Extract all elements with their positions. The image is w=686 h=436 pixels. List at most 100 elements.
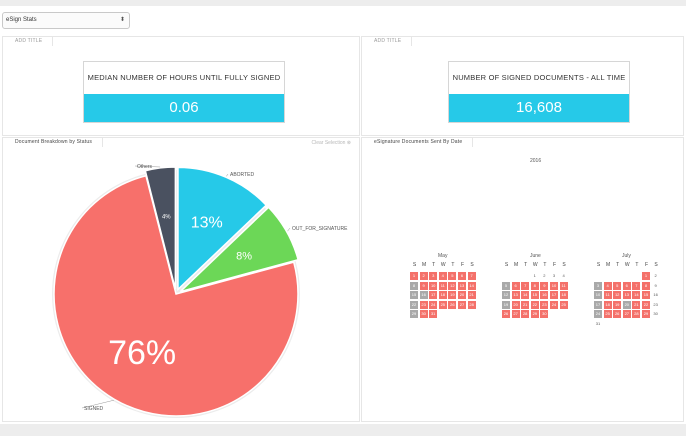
calendar-day[interactable]: 27: [622, 310, 631, 319]
calendar-day[interactable]: 15: [642, 291, 650, 300]
calendar-day[interactable]: 22: [642, 300, 650, 309]
pie-slice-signed[interactable]: [53, 174, 299, 417]
calendar-day[interactable]: 23: [419, 300, 428, 309]
calendar-day[interactable]: 12: [448, 281, 457, 290]
calendar-day[interactable]: 23: [653, 301, 658, 307]
calendar-day[interactable]: 7: [632, 281, 641, 290]
calendar-day[interactable]: 30: [653, 311, 658, 317]
calendar-day[interactable]: 12: [613, 291, 622, 300]
calendar-day[interactable]: 20: [511, 300, 520, 309]
calendar-day[interactable]: 20: [458, 291, 466, 300]
calendar-day[interactable]: 8: [410, 281, 418, 290]
calendar-day[interactable]: 2: [543, 273, 546, 278]
calendar-day[interactable]: 10: [429, 281, 438, 290]
calendar-day[interactable]: 4: [603, 281, 612, 290]
calendar-day[interactable]: 27: [458, 300, 466, 309]
calendar-day[interactable]: 6: [622, 281, 631, 290]
calendar-day[interactable]: 9: [540, 281, 549, 290]
calendar-day[interactable]: 5: [502, 281, 510, 290]
calendar-day[interactable]: 13: [511, 291, 520, 300]
calendar-day[interactable]: 9: [654, 282, 657, 288]
calendar-day[interactable]: 3: [594, 281, 602, 290]
calendar-day[interactable]: 19: [613, 300, 622, 309]
calendar-day[interactable]: 22: [410, 300, 418, 309]
calendar-day[interactable]: 30: [540, 310, 549, 319]
calendar-day[interactable]: 14: [521, 291, 530, 300]
calendar-day[interactable]: 30: [419, 310, 428, 319]
calendar-day[interactable]: 11: [603, 291, 612, 300]
calendar-day[interactable]: 29: [410, 310, 418, 319]
panel-title-left[interactable]: ADD TITLE: [11, 36, 54, 46]
calendar-day[interactable]: 14: [467, 281, 476, 290]
calendar-day[interactable]: 22: [530, 300, 539, 309]
calendar-day[interactable]: 28: [632, 310, 641, 319]
calendar-day[interactable]: 8: [530, 281, 539, 290]
calendar-day[interactable]: 6: [511, 281, 520, 290]
calendar-day[interactable]: 20: [622, 300, 631, 309]
calendar-day[interactable]: 24: [594, 310, 602, 319]
calendar-day[interactable]: 14: [632, 291, 641, 300]
pie-slice-others[interactable]: [144, 166, 177, 290]
calendar-day[interactable]: 15: [530, 291, 539, 300]
panel-title-right[interactable]: ADD TITLE: [370, 36, 413, 46]
calendar-day[interactable]: 1: [410, 272, 418, 280]
calendar-day[interactable]: 15: [410, 291, 418, 300]
calendar-day[interactable]: 12: [502, 291, 510, 300]
calendar-day[interactable]: 11: [559, 281, 568, 290]
calendar-day[interactable]: 1: [533, 273, 536, 278]
calendar-day[interactable]: 3: [429, 272, 438, 280]
calendar-day[interactable]: 18: [603, 300, 612, 309]
calendar-day[interactable]: 7: [467, 272, 476, 280]
calendar-day[interactable]: 25: [603, 310, 612, 319]
calendar-day[interactable]: 25: [559, 300, 568, 309]
calendar-day[interactable]: 13: [458, 281, 466, 290]
calendar-day[interactable]: 17: [429, 291, 438, 300]
calendar-day[interactable]: 21: [467, 291, 476, 300]
calendar-day[interactable]: 2: [654, 273, 657, 278]
calendar-panel-title[interactable]: eSignature Documents Sent By Date: [370, 137, 474, 147]
pie-slice-out-for-signature[interactable]: [179, 206, 300, 293]
calendar-day[interactable]: 16: [540, 291, 549, 300]
calendar-day[interactable]: 9: [419, 281, 428, 290]
calendar-day[interactable]: 31: [429, 310, 438, 319]
calendar-day[interactable]: 21: [632, 300, 641, 309]
calendar-day[interactable]: 26: [613, 310, 622, 319]
calendar-day[interactable]: 10: [550, 281, 558, 290]
calendar-day[interactable]: 11: [438, 281, 447, 290]
calendar-day[interactable]: 8: [642, 281, 650, 290]
calendar-day[interactable]: 16: [653, 292, 658, 298]
calendar-day[interactable]: 23: [540, 300, 549, 309]
calendar-day[interactable]: 25: [438, 300, 447, 309]
calendar-day[interactable]: 29: [530, 310, 539, 319]
calendar-day[interactable]: 28: [467, 300, 476, 309]
pie-panel-title[interactable]: Document Breakdown by Status: [11, 137, 104, 147]
calendar-day[interactable]: 28: [521, 310, 530, 319]
pie-slice-aborted[interactable]: [177, 166, 268, 292]
calendar-day[interactable]: 6: [458, 272, 466, 280]
calendar-day[interactable]: 2: [419, 272, 428, 280]
calendar-day[interactable]: 13: [622, 291, 631, 300]
calendar-day[interactable]: 7: [521, 281, 530, 290]
calendar-day[interactable]: 16: [419, 291, 428, 300]
calendar-day[interactable]: 10: [594, 291, 602, 300]
calendar-day[interactable]: 24: [550, 300, 558, 309]
calendar-day[interactable]: 1: [642, 272, 650, 280]
calendar-day[interactable]: 18: [438, 291, 447, 300]
calendar-day[interactable]: 29: [642, 310, 650, 319]
calendar-day[interactable]: 17: [550, 291, 558, 300]
calendar-day[interactable]: 3: [552, 273, 556, 278]
calendar-day[interactable]: 19: [448, 291, 457, 300]
calendar-day[interactable]: 31: [595, 321, 601, 326]
calendar-day[interactable]: 17: [594, 300, 602, 309]
calendar-day[interactable]: 24: [429, 300, 438, 309]
calendar-day[interactable]: 5: [448, 272, 457, 280]
calendar-day[interactable]: 26: [502, 310, 510, 319]
calendar-day[interactable]: 19: [502, 300, 510, 309]
dashboard-selector[interactable]: eSign Stats ⬍: [2, 12, 130, 29]
calendar-day[interactable]: 27: [511, 310, 520, 319]
calendar-day[interactable]: 21: [521, 300, 530, 309]
calendar-day[interactable]: 4: [438, 272, 447, 280]
calendar-day[interactable]: 4: [562, 273, 565, 278]
calendar-day[interactable]: 5: [613, 281, 622, 290]
calendar-day[interactable]: 18: [559, 291, 568, 300]
